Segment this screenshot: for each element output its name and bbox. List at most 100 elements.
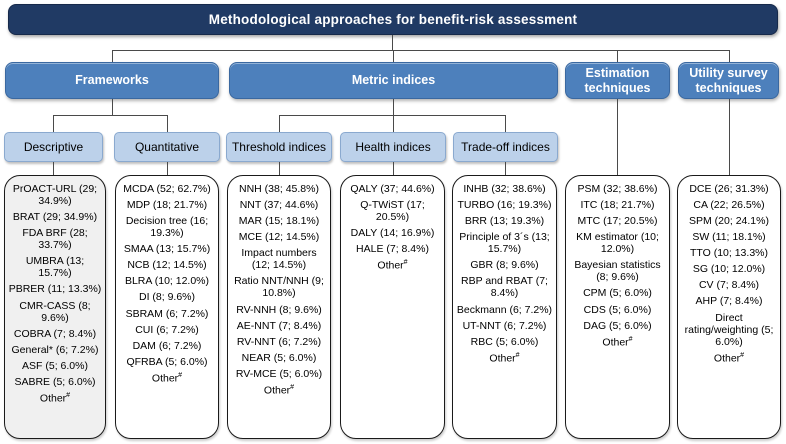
method-item: DAG (5; 6.0%) (583, 319, 652, 332)
method-item: RBC (5; 6.0%) (470, 335, 539, 348)
method-item: BRR (13; 19.3%) (464, 215, 545, 228)
connector-line (505, 162, 506, 175)
connector-line (617, 99, 618, 175)
method-item: Ratio NNT/NNH (9; 10.8%) (234, 275, 324, 300)
method-item: DALY (14; 16.9%) (350, 227, 435, 240)
branch-utility-survey-techniques: Utility survey techniques (678, 62, 779, 99)
subgroup-trade-off-indices: Trade-off indices (453, 132, 558, 162)
method-item: DI (8; 9.6%) (138, 291, 196, 304)
method-item: ITC (18; 21.7%) (580, 199, 655, 212)
connector-line (53, 162, 54, 175)
method-item: BLRA (10; 12.0%) (124, 275, 210, 288)
method-item: SW (11; 18.1%) (692, 231, 766, 244)
subgroup-descriptive: Descriptive (4, 132, 103, 162)
connector-line (393, 162, 394, 175)
method-item: Other# (602, 335, 633, 349)
connector-line (167, 115, 168, 132)
method-item: PBRER (11; 13.3%) (8, 283, 102, 296)
method-item: NEAR (5; 6.0%) (241, 351, 317, 364)
connector-line (617, 50, 618, 62)
method-item: TTO (10; 13.3%) (689, 247, 768, 260)
method-item: AHP (7; 8.4%) (695, 295, 763, 308)
method-item: UT-NNT (6; 7.2%) (462, 319, 547, 332)
connector-line (112, 50, 113, 62)
diagram-title: Methodological approaches for benefit-ri… (8, 4, 778, 35)
method-item: SBRAM (6; 7.2%) (125, 307, 209, 320)
method-item: CPM (5; 6.0%) (583, 287, 652, 300)
method-item: MDP (18; 21.7%) (126, 199, 208, 212)
method-item: HALE (7; 8.4%) (356, 243, 429, 256)
method-item: Other# (151, 371, 183, 385)
method-item: Other# (377, 259, 408, 272)
connector-line (279, 162, 280, 175)
method-item: AE-NNT (7; 8.4%) (236, 319, 322, 332)
branch-frameworks: Frameworks (5, 62, 219, 99)
method-item: CDS (5; 6.0%) (583, 303, 652, 316)
method-item: Other# (263, 383, 295, 397)
method-item: QFRBA (5; 6.0%) (126, 355, 208, 368)
connector-line (393, 115, 394, 132)
method-item: MTC (17; 20.5%) (577, 215, 658, 228)
method-list-health-indices: QALY (37; 44.6%) Q-TWiST (17; 20.5%) DALY … (340, 175, 445, 439)
method-list-estimation-techniques: PSM (32; 38.6%) ITC (18; 21.7%) MTC (17; 2… (565, 175, 670, 439)
method-item: CV (7; 8.4%) (698, 279, 760, 292)
subgroup-health-indices: Health indices (340, 132, 446, 162)
subgroup-threshold-indices: Threshold indices (226, 132, 332, 162)
method-item: NCB (12; 14.5%) (127, 259, 207, 272)
method-item: SPM (20; 24.1%) (689, 215, 769, 228)
method-item: NNH (38; 45.8%) (239, 183, 319, 195)
method-item: QALY (37; 44.6%) (350, 183, 435, 195)
method-item: PrOACT-URL (29; 34.9%) (12, 183, 98, 208)
connector-line (53, 115, 167, 116)
connector-line (112, 99, 113, 115)
connector-line (279, 115, 505, 116)
branch-metric-indices: Metric indices (229, 62, 558, 99)
method-list-utility-survey-techniques: DCE (26; 31.3%) CA (22; 26.5%) SPM (20; 24… (677, 175, 781, 439)
method-item: Decision tree (16; 19.3%) (125, 215, 209, 240)
connector-line (392, 35, 393, 50)
connector-line (729, 50, 730, 62)
method-item: NNT (37; 44.6%) (239, 199, 319, 212)
method-item: Principle of 3´s (13; 15.7%) (459, 231, 550, 256)
method-item: Bayesian statistics (8; 9.6%) (574, 259, 661, 284)
method-list-trade-off-indices: INHB (32; 38.6%) TURBO (16; 19.3%) BRR (13… (452, 175, 557, 439)
method-item: Other# (713, 351, 745, 365)
method-item: General* (6; 7.2%) (11, 343, 99, 356)
subgroup-quantitative: Quantitative (114, 132, 220, 162)
method-item: GBR (8; 9.6%) (470, 259, 539, 272)
method-item: CA (22; 26.5%) (693, 199, 765, 212)
method-item: INHB (32; 38.6%) (463, 183, 546, 195)
method-item: Beckmann (6; 7.2%) (456, 303, 553, 316)
method-item: COBRA (7; 8.4%) (13, 327, 97, 340)
connector-line (53, 115, 54, 132)
method-item: DAM (6; 7.2%) (132, 339, 202, 352)
method-item: SMAA (13; 15.7%) (123, 243, 211, 256)
connector-line (112, 50, 729, 51)
method-item: ASF (5; 6.0%) (22, 359, 88, 372)
branch-estimation-techniques: Estimation techniques (565, 62, 670, 99)
method-item: CUI (6; 7.2%) (135, 323, 199, 336)
method-item: MAR (15; 18.1%) (238, 215, 320, 228)
method-item: CMR-CASS (8; 9.6%) (19, 299, 91, 324)
method-list-quantitative: MCDA (52; 62.7%) MDP (18; 21.7%) Decision … (115, 175, 219, 439)
method-list-descriptive: PrOACT-URL (29; 34.9%) BRAT (29; 34.9%) FD… (4, 175, 106, 439)
connector-line (393, 99, 394, 115)
method-item: MCDA (52; 62.7%) (123, 183, 211, 195)
method-item: SG (10; 12.0%) (692, 263, 766, 276)
method-item: Other# (39, 391, 71, 405)
connector-line (393, 50, 394, 62)
connector-line (505, 115, 506, 132)
method-item: Impact numbers (12; 14.5%) (241, 247, 317, 272)
method-item: RBP and RBAT (7; 8.4%) (461, 275, 548, 300)
method-item: MCE (12; 14.5%) (238, 231, 320, 244)
method-item: FDA BRF (28; 33.7%) (22, 227, 88, 252)
method-item: SABRE (5; 6.0%) (14, 375, 96, 388)
method-item: RV-NNT (6; 7.2%) (236, 335, 322, 348)
method-item: UMBRA (13; 15.7%) (25, 255, 85, 280)
method-item: PSM (32; 38.6%) (577, 183, 658, 195)
method-item: KM estimator (10; 12.0%) (576, 231, 659, 256)
method-item: TURBO (16; 19.3%) (457, 199, 552, 212)
connector-line (729, 99, 730, 175)
method-item: DCE (26; 31.3%) (689, 183, 769, 195)
method-item: Q-TWiST (17; 20.5%) (360, 199, 425, 224)
